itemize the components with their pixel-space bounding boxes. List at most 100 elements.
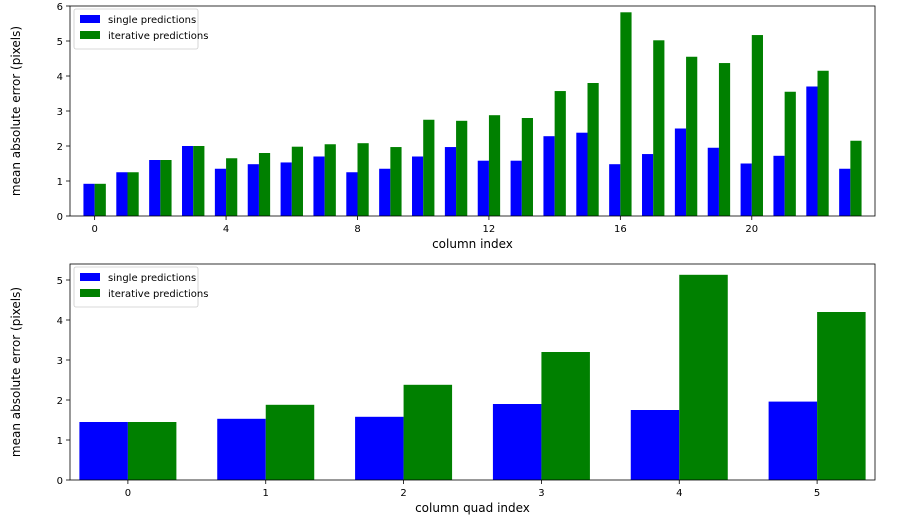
y-tick-label: 1 bbox=[57, 177, 63, 188]
x-tick-label: 8 bbox=[354, 224, 360, 235]
y-tick-label: 2 bbox=[57, 396, 63, 407]
iterative-bar-18 bbox=[686, 56, 698, 216]
x-tick-label: 12 bbox=[483, 224, 496, 235]
iterative-bar-3 bbox=[541, 352, 590, 480]
x-tick-label: 0 bbox=[125, 488, 131, 499]
legend-swatch-single bbox=[80, 15, 100, 23]
iterative-bar-1 bbox=[265, 404, 315, 480]
y-tick-label: 4 bbox=[57, 72, 63, 83]
iterative-bar-5 bbox=[817, 312, 866, 480]
legend-label-iterative: iterative predictions bbox=[108, 31, 208, 42]
iterative-bar-0 bbox=[127, 422, 177, 480]
single-bar-16 bbox=[609, 164, 621, 216]
single-bar-11 bbox=[444, 147, 457, 216]
iterative-bar-22 bbox=[817, 70, 829, 216]
legend-label-single: single predictions bbox=[108, 273, 196, 284]
iterative-bar-6 bbox=[291, 146, 303, 216]
iterative-bar-13 bbox=[521, 118, 533, 216]
y-tick-label: 0 bbox=[57, 476, 63, 487]
y-tick-label: 3 bbox=[57, 356, 63, 367]
single-bar-12 bbox=[477, 160, 489, 216]
iterative-bar-20 bbox=[751, 35, 763, 216]
single-bar-7 bbox=[313, 156, 325, 216]
single-bar-14 bbox=[543, 136, 555, 216]
legend-box bbox=[73, 266, 199, 308]
iterative-bar-16 bbox=[620, 12, 632, 216]
single-bar-3 bbox=[182, 146, 194, 216]
x-tick-label: 16 bbox=[614, 224, 627, 235]
x-tick-label: 0 bbox=[91, 224, 97, 235]
single-bar-10 bbox=[412, 156, 424, 216]
x-tick-label: 3 bbox=[538, 488, 544, 499]
single-bar-1 bbox=[116, 172, 128, 216]
iterative-bar-21 bbox=[784, 91, 796, 216]
iterative-bar-8 bbox=[357, 143, 369, 216]
iterative-bar-19 bbox=[718, 63, 731, 216]
single-bar-17 bbox=[642, 154, 654, 216]
iterative-bar-3 bbox=[193, 146, 205, 216]
single-bar-23 bbox=[839, 168, 851, 216]
single-bar-18 bbox=[674, 128, 687, 216]
iterative-bar-2 bbox=[160, 160, 172, 216]
single-bar-5 bbox=[247, 164, 259, 216]
x-tick-label: 4 bbox=[676, 488, 682, 499]
single-bar-0 bbox=[79, 422, 128, 480]
legend-swatch-single bbox=[80, 273, 100, 281]
single-bar-1 bbox=[217, 418, 266, 480]
y-axis-label: mean absolute error (pixels) bbox=[9, 287, 23, 457]
single-bar-22 bbox=[806, 86, 818, 216]
x-tick-label: 20 bbox=[745, 224, 758, 235]
iterative-bar-1 bbox=[127, 172, 139, 216]
legend-swatch-iterative bbox=[80, 289, 100, 297]
x-tick-label: 2 bbox=[400, 488, 406, 499]
y-tick-label: 6 bbox=[57, 2, 63, 13]
single-bar-5 bbox=[768, 401, 818, 480]
single-bar-2 bbox=[355, 416, 404, 480]
iterative-bar-12 bbox=[488, 115, 501, 216]
iterative-bar-15 bbox=[587, 83, 599, 216]
y-tick-label: 2 bbox=[57, 142, 63, 153]
iterative-bar-9 bbox=[390, 147, 402, 216]
legend-swatch-iterative bbox=[80, 31, 100, 39]
legend-box bbox=[73, 8, 199, 50]
y-tick-label: 5 bbox=[57, 37, 63, 48]
chart-2: 0 1 2 3 4 5 0 1 2 3 4 5 column quad index mean absolu… bbox=[9, 263, 876, 515]
iterative-bar-10 bbox=[423, 119, 435, 216]
single-bar-19 bbox=[707, 147, 719, 216]
y-tick-label: 1 bbox=[57, 436, 63, 447]
iterative-bar-14 bbox=[554, 91, 566, 216]
y-tick-label: 0 bbox=[57, 212, 63, 223]
iterative-bar-4 bbox=[226, 158, 238, 216]
iterative-bar-0 bbox=[94, 183, 106, 216]
plot-frame bbox=[69, 263, 876, 481]
iterative-bar-11 bbox=[456, 120, 468, 216]
iterative-bar-17 bbox=[653, 40, 665, 216]
iterative-bar-5 bbox=[258, 153, 271, 216]
y-axis-label: mean absolute error (pixels) bbox=[9, 26, 23, 196]
x-tick-label: 4 bbox=[223, 224, 229, 235]
iterative-bar-7 bbox=[324, 144, 336, 216]
iterative-bar-2 bbox=[403, 384, 453, 480]
y-tick-label: 5 bbox=[57, 276, 63, 287]
single-bar-21 bbox=[773, 155, 785, 216]
x-axis-label: column index bbox=[432, 237, 513, 251]
single-bar-8 bbox=[346, 172, 358, 216]
single-bar-4 bbox=[214, 168, 227, 216]
y-tick-label: 3 bbox=[57, 107, 63, 118]
y-tick-label: 4 bbox=[57, 316, 63, 327]
single-bar-9 bbox=[379, 168, 391, 216]
x-axis-label: column quad index bbox=[415, 501, 530, 515]
single-bar-4 bbox=[630, 410, 680, 480]
single-bar-0 bbox=[83, 183, 95, 216]
single-bar-2 bbox=[149, 160, 161, 216]
legend-label-single: single predictions bbox=[108, 15, 196, 26]
x-tick-label: 5 bbox=[814, 488, 820, 499]
legend-label-iterative: iterative predictions bbox=[108, 289, 208, 300]
single-bar-3 bbox=[492, 404, 542, 480]
iterative-bar-23 bbox=[850, 140, 862, 216]
single-bar-20 bbox=[740, 163, 752, 216]
iterative-bar-4 bbox=[679, 274, 728, 480]
single-bar-6 bbox=[280, 162, 292, 216]
